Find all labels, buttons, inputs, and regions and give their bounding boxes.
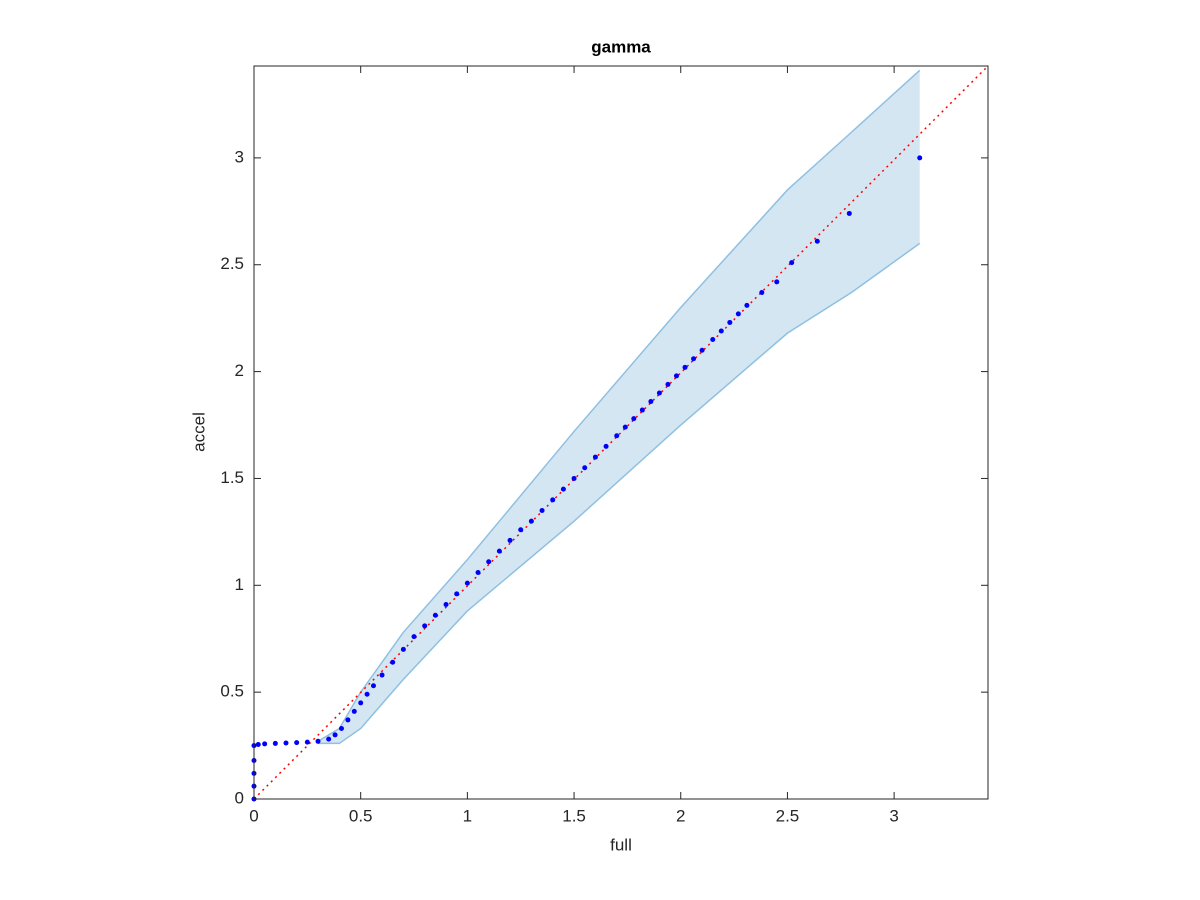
data-point [846,210,852,216]
x-tick-label: 2.5 [776,806,800,825]
data-point [735,311,741,317]
data-point [592,454,598,460]
x-tick-label: 1.5 [562,806,586,825]
data-point [454,591,460,597]
confidence-band [318,70,920,744]
data-point [379,672,385,678]
data-point [673,373,679,379]
data-point [814,238,820,244]
data-point [614,433,620,439]
x-tick-label: 2 [676,806,685,825]
data-point [326,736,332,742]
data-point [486,559,492,565]
y-tick-label: 0.5 [220,682,244,701]
data-point [283,740,289,746]
y-tick-label: 1 [235,575,244,594]
data-point [351,708,357,714]
data-point [774,279,780,285]
data-point [294,740,300,746]
data-point [539,508,545,514]
data-point [304,739,310,745]
data-point [648,399,654,405]
x-tick-label: 1 [463,806,472,825]
band-upper-edge [317,69,921,742]
data-point [710,337,716,343]
data-point [370,683,376,689]
data-point [639,407,645,413]
data-point [665,381,671,387]
data-point [315,738,321,744]
data-point [411,634,417,640]
data-point [507,537,513,543]
data-point [603,443,609,449]
chart-title: gamma [591,37,651,56]
data-point [358,700,364,706]
data-point [699,347,705,353]
y-tick-label: 2 [235,361,244,380]
data-point [432,612,438,618]
x-tick-label: 3 [889,806,898,825]
x-tick-label: 0.5 [349,806,373,825]
data-point [656,390,662,396]
data-point [682,364,688,370]
data-point [691,356,697,362]
data-point [475,569,481,575]
data-point [422,623,428,629]
data-point [789,260,795,266]
y-tick-label: 2.5 [220,254,244,273]
data-point [338,725,344,731]
data-point [255,742,261,748]
data-point [528,518,534,524]
data-point [443,602,449,608]
data-point [496,548,502,554]
data-point [364,691,370,697]
data-point [390,659,396,665]
data-point [464,580,470,586]
reference-line [253,65,989,800]
data-point [332,732,338,738]
data-point [744,302,750,308]
data-point [560,486,566,492]
data-point [718,328,724,334]
axes-box [253,65,989,800]
data-point [917,155,923,161]
data-point [272,740,278,746]
data-point [727,319,733,325]
y-tick-label: 3 [235,147,244,166]
data-point [400,646,406,652]
y-tick-label: 0 [235,788,244,807]
data-point [582,465,588,471]
data-point [262,741,268,747]
data-point [571,475,577,481]
y-axis-label: accel [189,412,208,452]
band-lower-edge [318,242,921,745]
data-point [622,424,628,430]
data-point [631,416,637,422]
data-point [759,290,765,296]
data-point [550,497,556,503]
x-tick-label: 0 [249,806,258,825]
data-point [518,527,524,533]
data-point [345,717,351,723]
y-tick-label: 1.5 [220,468,244,487]
x-axis-label: full [610,835,632,854]
